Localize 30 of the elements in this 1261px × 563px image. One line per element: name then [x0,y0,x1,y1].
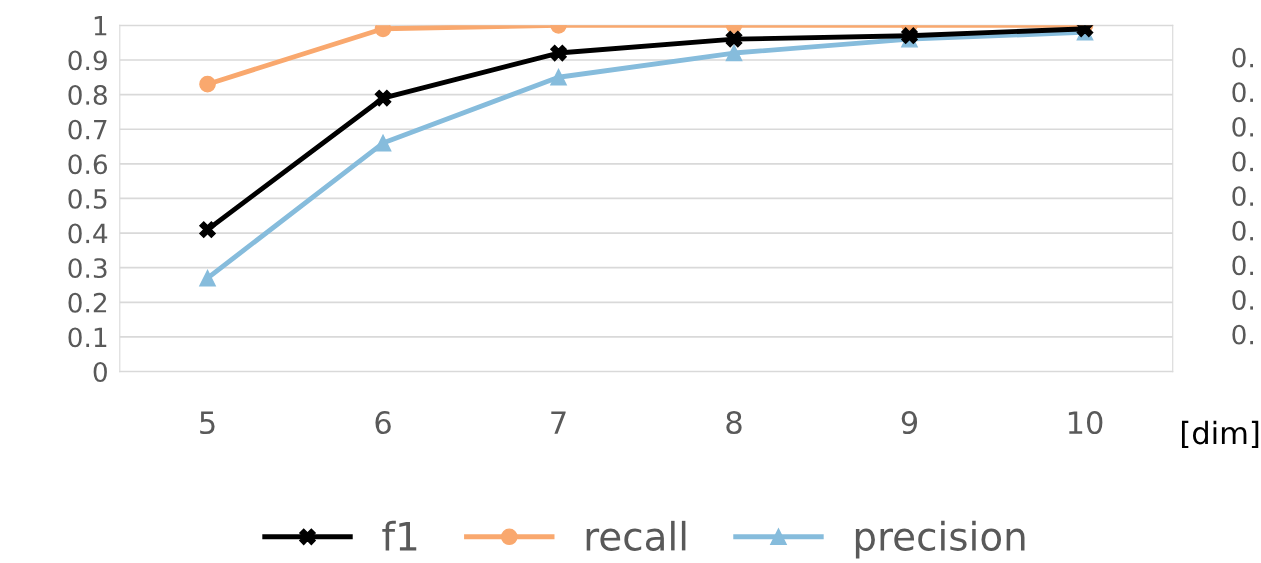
x-tick-label: 9 [901,411,918,435]
x-tick-label: 6 [375,411,391,435]
text: 0. [1232,255,1253,276]
x-tick-label: 7 [551,411,566,434]
x-tick-label: 10 [1068,411,1103,435]
text: 0. [1232,116,1253,137]
text: 0. [1232,151,1253,172]
text: 0. [1232,186,1253,207]
y-tick-label: 0.6 [68,154,108,175]
text: 0. [1232,324,1253,345]
y-tick-label: 0.3 [68,258,107,279]
y-tick-label: 0.2 [68,292,107,313]
y-tick-label: 1 [94,16,107,36]
x-tick-label: 5 [200,411,215,435]
legend-label: f1 [382,520,417,551]
y-tick-label: 0.7 [68,119,107,140]
text: 0. [1232,290,1253,310]
y-tick-label: 0.5 [68,188,107,209]
x-axis-title: [dim] [1181,420,1259,449]
legend-label: precision [855,520,1025,559]
y-tick-label: 0.8 [68,85,107,105]
x-tick-label: 8 [726,411,742,435]
text: 0. [1232,47,1253,68]
y-tick-label: 0.4 [68,223,108,244]
y-tick-label: 0.9 [68,50,107,71]
y-tick-label: 0.1 [68,327,107,348]
text: 0. [1232,82,1253,103]
text: 0. [1232,220,1253,241]
legend-label: recall [586,520,686,551]
y-tick-label: 0 [93,362,107,382]
